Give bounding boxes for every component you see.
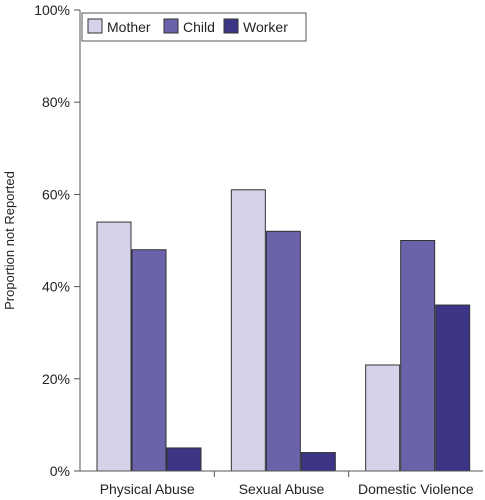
bar-worker-sexual-abuse: [300, 452, 336, 472]
bar-child-physical-abuse: [131, 249, 167, 472]
legend-box: [81, 12, 307, 42]
y-tick-label: 40%: [42, 279, 70, 295]
y-tick-label: 80%: [42, 94, 70, 110]
legend-label-mother: Mother: [107, 19, 151, 35]
bar-group: [96, 189, 471, 472]
y-tick-label: 20%: [42, 371, 70, 387]
bar-child-domestic-violence: [400, 240, 436, 472]
y-tick-label: 0%: [50, 463, 70, 479]
y-tick-label: 100%: [34, 2, 70, 18]
x-axis-ticks: Physical Abuse Sexual Abuse Domestic Viole…: [100, 471, 474, 497]
legend-swatch-child: [163, 18, 179, 34]
legend-label-child: Child: [183, 19, 215, 35]
bar-mother-domestic-violence: [365, 364, 401, 472]
legend: Mother Child Worker: [81, 12, 307, 42]
axes: [79, 10, 483, 472]
y-tick-label: 60%: [42, 186, 70, 202]
bar-worker-domestic-violence: [435, 304, 471, 472]
bar-mother-physical-abuse: [96, 221, 132, 472]
legend-swatch-mother: [87, 18, 103, 34]
legend-swatch-worker: [223, 18, 239, 34]
legend-label-worker: Worker: [243, 19, 288, 35]
x-tick-label-sexual-abuse: Sexual Abuse: [239, 481, 325, 497]
bar-child-sexual-abuse: [265, 230, 301, 472]
x-tick-label-domestic-violence: Domestic Violence: [358, 481, 474, 497]
y-axis-ticks: 0% 20% 40% 60% 80% 100%: [34, 2, 80, 479]
y-axis-title: Proportion not Reported: [2, 171, 17, 310]
bar-mother-sexual-abuse: [230, 189, 266, 472]
x-tick-label-physical-abuse: Physical Abuse: [100, 481, 195, 497]
bar-worker-physical-abuse: [166, 447, 202, 472]
